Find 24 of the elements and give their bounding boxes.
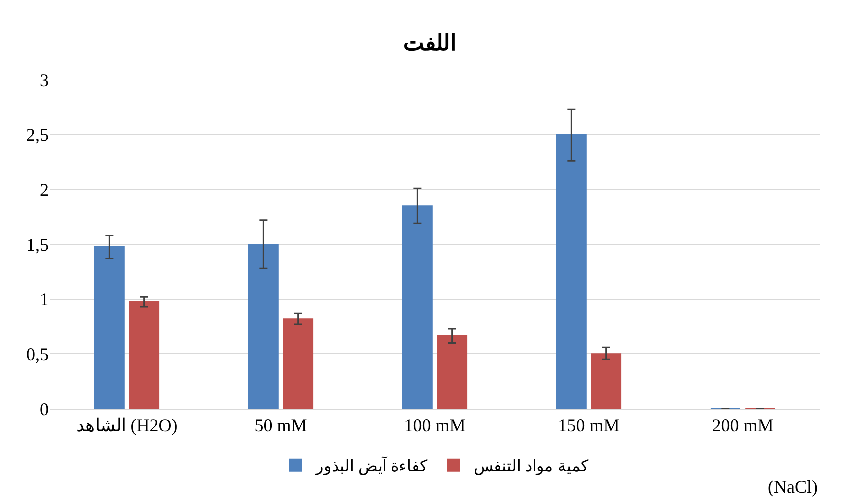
legend-label: كمية مواد التنفس [474,458,589,476]
bar [402,206,433,409]
y-tick-label: 0,5 [26,344,49,364]
y-tick-label: 2,5 [26,125,49,146]
text: (NaCl) [768,477,818,497]
y-tick-label: 2 [40,180,49,200]
legend-label: كفاءة آيض البذور [315,456,428,476]
bar [129,301,160,409]
y-tick-label: 0 [40,399,49,420]
bar [556,134,587,409]
x-tick-label: الشاهد (H2O) [76,416,178,436]
x-tick-label: 150 mM [558,416,620,436]
bar [591,354,622,409]
y-tick-label: 3 [40,70,49,90]
bar [94,246,125,409]
x-tick-label: 50 mM [254,416,308,436]
bar [248,244,279,409]
x-tick-label: 200 mM [712,416,774,436]
chart-title: اللفت [404,30,456,56]
bar [437,335,468,409]
y-tick-label: 1,5 [26,234,49,255]
x-tick-label: 100 mM [404,416,466,436]
y-tick-label: 1 [40,290,49,310]
bar [283,318,314,409]
